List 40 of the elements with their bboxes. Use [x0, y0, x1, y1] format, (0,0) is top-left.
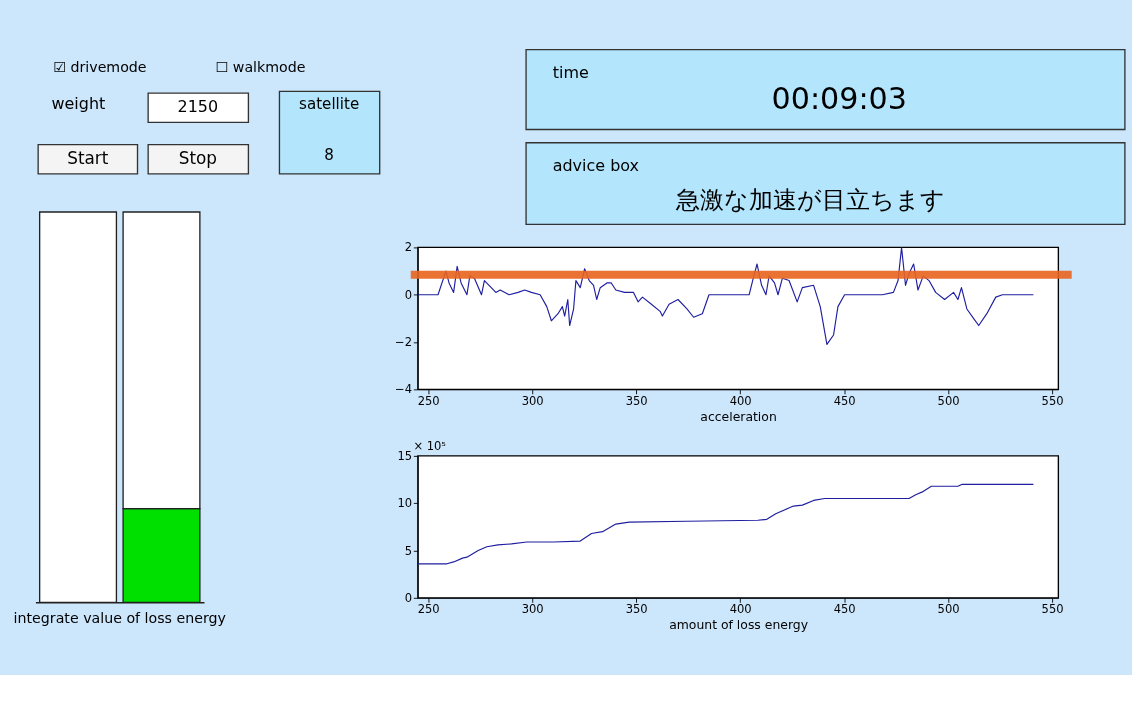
x-axis-title: amount of loss energy: [669, 617, 808, 633]
x-tick-label: 500: [937, 393, 960, 408]
x-tick-label: 400: [729, 602, 752, 617]
x-tick-label: 250: [417, 393, 440, 408]
text: × 10⁵: [413, 438, 447, 453]
y-tick-label: 15: [397, 448, 413, 463]
x-axis-title: acceleration: [700, 408, 777, 424]
text: time: [552, 63, 589, 83]
x-axis-title: integrate value of loss energy: [13, 610, 226, 627]
x-tick-label: 300: [521, 393, 544, 408]
y-tick-label: 2: [404, 240, 413, 255]
text: 2150: [177, 96, 219, 116]
text: 8: [324, 145, 334, 164]
x-tick-label: 400: [729, 393, 752, 408]
y-tick-label: 0: [404, 287, 413, 302]
x-tick-label: 550: [1041, 602, 1064, 617]
text: ☑ drivemode: [53, 58, 147, 75]
y-tick-label: −4: [395, 382, 413, 397]
y-tick-label: −2: [395, 335, 413, 350]
text: Stop: [178, 148, 217, 169]
x-tick-label: 500: [937, 602, 960, 617]
y-tick-label: 0: [404, 590, 413, 605]
x-tick-label: 350: [625, 602, 648, 617]
text: 急激な加速が目立ちます: [675, 185, 946, 214]
line-series: [417, 247, 1034, 346]
text: ☐ walkmode: [215, 58, 306, 75]
text: weight: [51, 94, 106, 114]
y-tick-label: 10: [397, 496, 413, 511]
x-tick-label: 550: [1041, 393, 1064, 408]
text: Start: [67, 148, 109, 169]
y-tick-label: 5: [404, 543, 413, 558]
text: advice box: [552, 156, 639, 176]
text: 00:09:03: [771, 81, 907, 117]
line-series: [417, 483, 1034, 565]
x-tick-label: 450: [833, 602, 856, 617]
x-tick-label: 250: [417, 602, 440, 617]
text: satellite: [299, 95, 360, 114]
x-tick-label: 350: [625, 393, 648, 408]
x-tick-label: 450: [833, 393, 856, 408]
x-tick-label: 300: [521, 602, 544, 617]
